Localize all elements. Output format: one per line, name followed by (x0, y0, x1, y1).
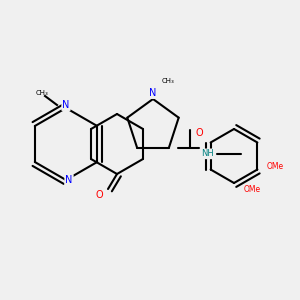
Text: OMe: OMe (267, 162, 284, 171)
Text: N: N (62, 100, 70, 110)
Text: OMe: OMe (243, 184, 261, 194)
Text: CH₃: CH₃ (162, 78, 174, 84)
Text: NH: NH (202, 149, 214, 158)
Text: N: N (149, 88, 157, 98)
Text: O: O (195, 128, 203, 138)
Text: N: N (65, 175, 73, 185)
Text: O: O (95, 190, 103, 200)
Text: CH₃: CH₃ (36, 90, 48, 96)
